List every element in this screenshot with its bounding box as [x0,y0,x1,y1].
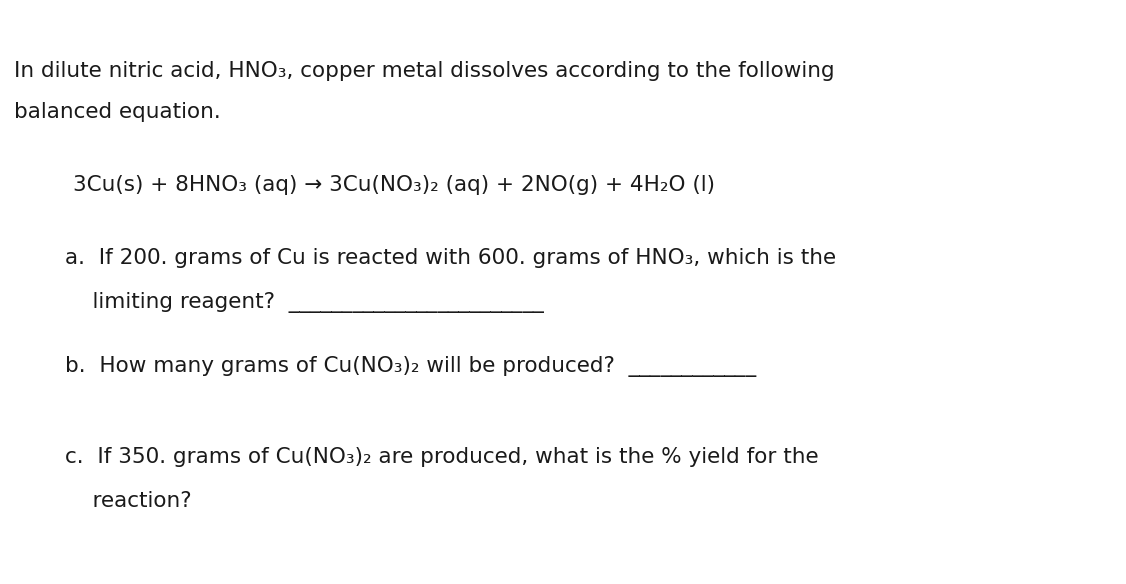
Text: a.  If 200. grams of Cu is reacted with 600. grams of HNO₃, which is the: a. If 200. grams of Cu is reacted with 6… [65,248,837,268]
Text: reaction?: reaction? [65,491,191,510]
Text: c.  If 350. grams of Cu(NO₃)₂ are produced, what is the % yield for the: c. If 350. grams of Cu(NO₃)₂ are produce… [65,447,819,467]
Text: 3Cu(s) + 8HNO₃ (aq) → 3Cu(NO₃)₂ (aq) + 2NO(g) + 4H₂O (l): 3Cu(s) + 8HNO₃ (aq) → 3Cu(NO₃)₂ (aq) + 2… [73,175,715,195]
Text: In dilute nitric acid, HNO₃, copper metal dissolves according to the following: In dilute nitric acid, HNO₃, copper meta… [14,61,834,81]
Text: limiting reagent?  ________________________: limiting reagent? ______________________… [65,292,544,313]
Text: balanced equation.: balanced equation. [14,102,221,122]
Text: b.  How many grams of Cu(NO₃)₂ will be produced?  ____________: b. How many grams of Cu(NO₃)₂ will be pr… [65,356,757,377]
